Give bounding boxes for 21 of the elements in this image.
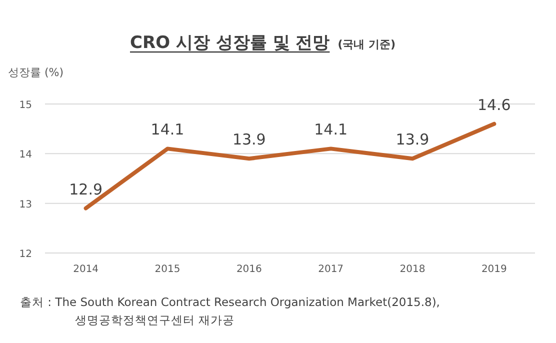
y-tick-label: 14 — [19, 150, 32, 161]
data-label: 14.6 — [477, 96, 511, 114]
x-tick-label: 2018 — [400, 264, 426, 275]
x-tick-label: 2019 — [481, 264, 507, 275]
x-tick-label: 2014 — [73, 264, 99, 275]
data-label: 14.1 — [150, 120, 184, 139]
y-tick-label: 12 — [19, 249, 32, 260]
y-tick-label: 13 — [19, 199, 32, 210]
x-tick-label: 2016 — [236, 264, 262, 275]
chart-title: CRO 시장 성장률 및 전망 — [130, 33, 330, 53]
x-tick-label: 2015 — [154, 264, 180, 275]
data-label: 12.9 — [69, 180, 103, 198]
data-label: 13.9 — [396, 130, 430, 149]
data-label: 14.1 — [314, 120, 348, 139]
x-tick-label: 2017 — [318, 264, 344, 275]
text: 생명공학정책연구센터 재가공 — [75, 313, 235, 327]
y-axis-title: 성장률 (%) — [8, 66, 64, 79]
chart-subtitle: (국내 기준) — [338, 38, 396, 51]
y-tick-label: 15 — [19, 100, 32, 111]
data-label: 13.9 — [232, 130, 266, 149]
source-note: 출처 : The South Korean Contract Research Organization Market(2015.8), — [20, 295, 440, 309]
